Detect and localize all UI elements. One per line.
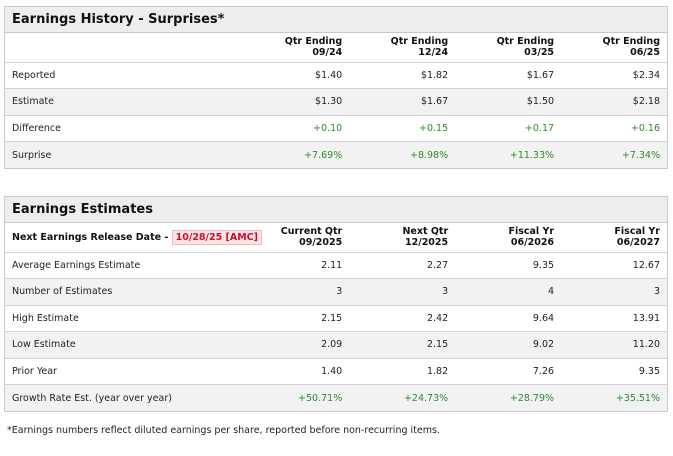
cell-value: 9.64 [455, 305, 562, 332]
table-header-row: Next Earnings Release Date - 10/28/25 [A… [5, 223, 667, 253]
table-row-reported: Reported $1.40 $1.82 $1.67 $2.34 [5, 62, 667, 89]
cell-value: +0.17 [455, 115, 562, 142]
cell-value: +7.69% [243, 141, 350, 168]
cell-value: 2.15 [243, 305, 350, 332]
table-row-growth: Growth Rate Est. (year over year) +50.71… [5, 384, 667, 411]
cell-value: $1.50 [455, 88, 562, 116]
cell-value: $1.67 [349, 88, 456, 116]
column-header: Next Qtr 12/2025 [349, 223, 456, 253]
row-label: Surprise [5, 141, 244, 168]
column-header: Fiscal Yr 06/2027 [561, 223, 667, 253]
cell-value: 2.11 [243, 252, 350, 279]
cell-value: $2.18 [561, 88, 667, 116]
earnings-history-table: Qtr Ending 09/24 Qtr Ending 12/24 Qtr Endi… [5, 33, 667, 168]
table-row-high: High Estimate 2.15 2.42 9.64 13.91 [5, 305, 667, 332]
cell-value: $1.82 [349, 62, 456, 89]
cell-value: 2.15 [349, 331, 456, 359]
row-label: Average Earnings Estimate [5, 252, 244, 279]
column-header: Qtr Ending 12/24 [349, 33, 456, 63]
earnings-history-title: Earnings History - Surprises* [5, 7, 667, 33]
column-header: Qtr Ending 03/25 [455, 33, 562, 63]
table-row-average: Average Earnings Estimate 2.11 2.27 9.35… [5, 252, 667, 279]
table-row-count: Number of Estimates 3 3 4 3 [5, 278, 667, 306]
cell-value: 9.02 [455, 331, 562, 359]
table-header-row: Qtr Ending 09/24 Qtr Ending 12/24 Qtr Endi… [5, 33, 667, 63]
row-label: Growth Rate Est. (year over year) [5, 384, 244, 411]
cell-value: $1.30 [243, 88, 350, 116]
cell-value: +11.33% [455, 141, 562, 168]
cell-value: 1.82 [349, 358, 456, 385]
next-release-date-badge: 10/28/25 [AMC] [171, 229, 262, 245]
table-row-difference: Difference +0.10 +0.15 +0.17 +0.16 [5, 115, 667, 142]
table-row-estimate: Estimate $1.30 $1.67 $1.50 $2.18 [5, 88, 667, 116]
row-label: Low Estimate [5, 331, 244, 359]
cell-value: +0.15 [349, 115, 456, 142]
cell-value: 9.35 [561, 358, 667, 385]
row-label: Difference [5, 115, 244, 142]
row-label: Number of Estimates [5, 278, 244, 306]
cell-value: +24.73% [349, 384, 456, 411]
earnings-estimates-title: Earnings Estimates [5, 197, 667, 223]
cell-value: 3 [243, 278, 350, 306]
column-header: Fiscal Yr 06/2026 [455, 223, 562, 253]
cell-value: 13.91 [561, 305, 667, 332]
cell-value: 3 [561, 278, 667, 306]
cell-value: $2.34 [561, 62, 667, 89]
cell-value: 11.20 [561, 331, 667, 359]
earnings-estimates-panel: Earnings Estimates Next Earnings Release… [4, 196, 668, 412]
earnings-history-panel: Earnings History - Surprises* Qtr Ending… [4, 6, 668, 169]
column-header: Qtr Ending 06/25 [561, 33, 667, 63]
cell-value: 2.27 [349, 252, 456, 279]
column-header: Qtr Ending 09/24 [243, 33, 350, 63]
table-row-surprise: Surprise +7.69% +8.98% +11.33% +7.34% [5, 141, 667, 168]
cell-value: +7.34% [561, 141, 667, 168]
cell-value: +35.51% [561, 384, 667, 411]
cell-value: $1.40 [243, 62, 350, 89]
cell-value: $1.67 [455, 62, 562, 89]
cell-value: 2.42 [349, 305, 456, 332]
cell-value: 12.67 [561, 252, 667, 279]
footnote: *Earnings numbers reflect diluted earnin… [7, 425, 440, 436]
cell-value: +28.79% [455, 384, 562, 411]
cell-value: +0.10 [243, 115, 350, 142]
cell-value: 2.09 [243, 331, 350, 359]
header-spacer [5, 33, 244, 63]
cell-value: 1.40 [243, 358, 350, 385]
cell-value: 3 [349, 278, 456, 306]
cell-value: 4 [455, 278, 562, 306]
cell-value: +50.71% [243, 384, 350, 411]
row-label: Reported [5, 62, 244, 89]
row-label: Estimate [5, 88, 244, 116]
row-label: High Estimate [5, 305, 244, 332]
table-row-low: Low Estimate 2.09 2.15 9.02 11.20 [5, 331, 667, 359]
cell-value: +8.98% [349, 141, 456, 168]
next-release-header: Next Earnings Release Date - 10/28/25 [A… [5, 223, 262, 253]
table-row-prior-year: Prior Year 1.40 1.82 7.26 9.35 [5, 358, 667, 385]
cell-value: 7.26 [455, 358, 562, 385]
earnings-estimates-table: Next Earnings Release Date - 10/28/25 [A… [5, 223, 667, 411]
cell-value: +0.16 [561, 115, 667, 142]
row-label: Prior Year [5, 358, 244, 385]
next-release-label: Next Earnings Release Date - [12, 231, 169, 243]
cell-value: 9.35 [455, 252, 562, 279]
